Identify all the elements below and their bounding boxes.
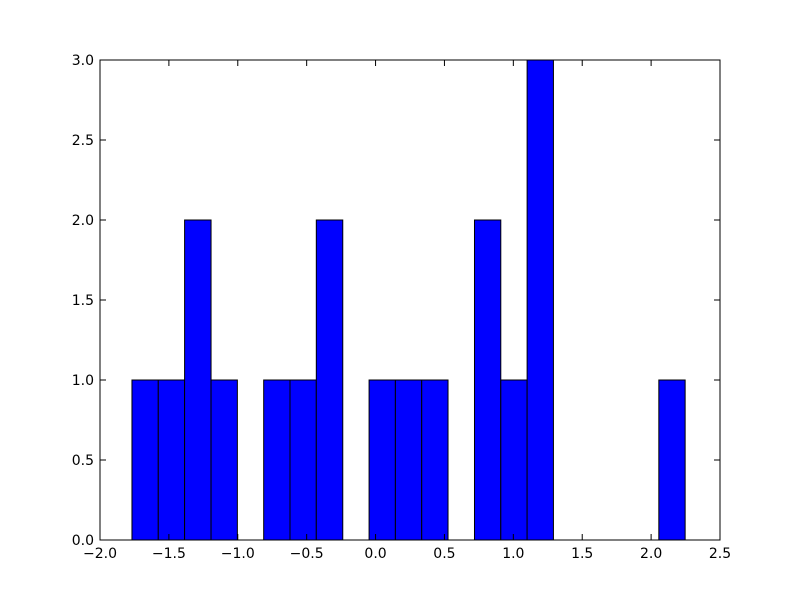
x-tick-label: −1.0 (221, 546, 255, 562)
bar (157, 379, 186, 541)
x-tick-label: 0.0 (364, 546, 386, 562)
x-tick-label: −0.5 (290, 546, 324, 562)
bar (263, 379, 291, 541)
y-tick-label: 1.5 (72, 293, 94, 309)
bar (473, 219, 502, 541)
bar (315, 219, 344, 541)
y-tick-label: 0.0 (72, 533, 94, 549)
x-tick-label: 1.5 (571, 546, 593, 562)
bar (658, 379, 686, 541)
x-tick-label: 2.0 (640, 546, 662, 562)
bar (368, 379, 396, 541)
y-tick-label: 3.0 (72, 53, 94, 69)
y-tick-label: 2.5 (72, 133, 94, 149)
x-tick-label: 1.0 (502, 546, 524, 562)
bar (421, 379, 449, 541)
bar (289, 379, 317, 541)
bar (394, 379, 423, 541)
bar (526, 59, 554, 541)
bar (210, 379, 238, 541)
x-tick-label: −1.5 (152, 546, 186, 562)
x-tick-label: 2.5 (709, 546, 731, 562)
y-tick-label: 0.5 (72, 453, 94, 469)
bar (131, 379, 159, 541)
x-tick-label: 0.5 (433, 546, 455, 562)
bar (184, 219, 212, 541)
y-tick-label: 2.0 (72, 213, 94, 229)
x-tick-label: −2.0 (83, 546, 117, 562)
bar (500, 379, 528, 541)
y-tick-label: 1.0 (72, 373, 94, 389)
